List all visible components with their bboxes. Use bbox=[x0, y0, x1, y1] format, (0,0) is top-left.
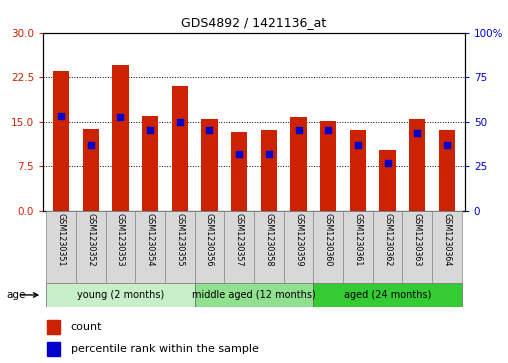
Bar bbox=[53, 71, 69, 211]
Text: GSM1230359: GSM1230359 bbox=[294, 213, 303, 266]
Bar bbox=[82, 129, 99, 211]
Bar bbox=[46, 283, 195, 307]
Point bbox=[235, 151, 243, 157]
Bar bbox=[261, 131, 277, 211]
Text: GSM1230355: GSM1230355 bbox=[175, 213, 184, 266]
Bar bbox=[350, 131, 366, 211]
Text: GSM1230363: GSM1230363 bbox=[413, 213, 422, 266]
Text: GSM1230354: GSM1230354 bbox=[146, 213, 154, 266]
Bar bbox=[320, 121, 336, 211]
Bar bbox=[432, 211, 462, 283]
Bar bbox=[165, 211, 195, 283]
Text: GSM1230352: GSM1230352 bbox=[86, 213, 95, 266]
Point bbox=[443, 142, 451, 148]
Bar bbox=[402, 211, 432, 283]
Text: GSM1230364: GSM1230364 bbox=[442, 213, 452, 266]
Bar bbox=[373, 211, 402, 283]
Point bbox=[265, 151, 273, 157]
Text: young (2 months): young (2 months) bbox=[77, 290, 164, 300]
Point bbox=[146, 128, 154, 134]
Bar bbox=[47, 342, 60, 356]
Bar bbox=[225, 211, 254, 283]
Point bbox=[87, 142, 95, 148]
Bar bbox=[201, 119, 217, 211]
Text: middle aged (12 months): middle aged (12 months) bbox=[192, 290, 316, 300]
Bar bbox=[195, 283, 313, 307]
Bar bbox=[46, 211, 76, 283]
Bar bbox=[135, 211, 165, 283]
Bar bbox=[142, 116, 158, 211]
Bar bbox=[106, 211, 135, 283]
Bar bbox=[254, 211, 283, 283]
Point bbox=[116, 114, 124, 120]
Text: count: count bbox=[71, 322, 102, 332]
Bar bbox=[313, 283, 462, 307]
Point bbox=[324, 128, 332, 134]
Text: percentile rank within the sample: percentile rank within the sample bbox=[71, 344, 259, 354]
Point bbox=[57, 113, 65, 119]
Bar bbox=[231, 132, 247, 211]
Text: age: age bbox=[6, 290, 25, 300]
Text: GSM1230353: GSM1230353 bbox=[116, 213, 125, 266]
Bar bbox=[112, 65, 129, 211]
Text: GSM1230361: GSM1230361 bbox=[354, 213, 362, 266]
Bar bbox=[47, 320, 60, 334]
Point bbox=[354, 142, 362, 148]
Point bbox=[384, 160, 392, 166]
Bar bbox=[283, 211, 313, 283]
Bar bbox=[195, 211, 225, 283]
Text: aged (24 months): aged (24 months) bbox=[344, 290, 431, 300]
Bar bbox=[172, 86, 188, 211]
Bar bbox=[409, 119, 426, 211]
Text: GDS4892 / 1421136_at: GDS4892 / 1421136_at bbox=[181, 16, 327, 29]
Point bbox=[413, 131, 421, 136]
Text: GSM1230357: GSM1230357 bbox=[235, 213, 244, 266]
Bar bbox=[379, 150, 396, 211]
Point bbox=[205, 128, 213, 134]
Point bbox=[176, 119, 184, 125]
Text: GSM1230356: GSM1230356 bbox=[205, 213, 214, 266]
Text: GSM1230362: GSM1230362 bbox=[383, 213, 392, 266]
Bar bbox=[439, 131, 455, 211]
Text: GSM1230358: GSM1230358 bbox=[264, 213, 273, 266]
Text: GSM1230351: GSM1230351 bbox=[56, 213, 66, 266]
Bar bbox=[76, 211, 106, 283]
Bar bbox=[291, 117, 307, 211]
Bar bbox=[313, 211, 343, 283]
Bar bbox=[343, 211, 373, 283]
Text: GSM1230360: GSM1230360 bbox=[324, 213, 333, 266]
Point bbox=[295, 128, 303, 134]
